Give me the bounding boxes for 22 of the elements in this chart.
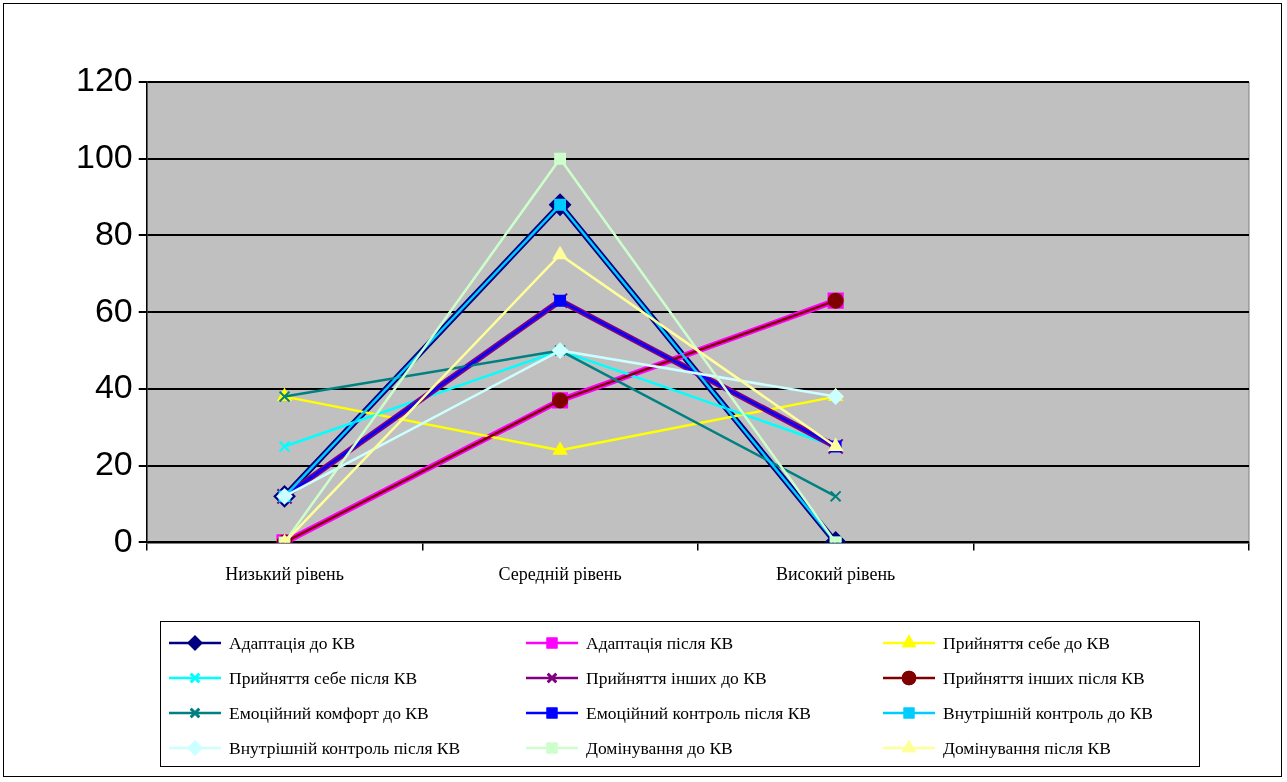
y-tick-label: 100 — [75, 137, 133, 176]
legend-label: Прийняття інших після КВ — [943, 667, 1145, 689]
x-tick-label: Низький рівень — [225, 563, 344, 584]
x-tick-label: Середній рівень — [498, 563, 622, 584]
y-tick-label: 60 — [94, 290, 133, 329]
legend-label: Прийняття інших до КВ — [586, 667, 767, 689]
y-tick-label: 0 — [113, 520, 133, 559]
legend-label: Прийняття себе після КВ — [229, 667, 418, 689]
y-tick-label: 80 — [94, 213, 133, 252]
legend-label: Прийняття себе до КВ — [943, 632, 1110, 654]
x-tick-label: Високий рівень — [775, 563, 896, 584]
legend-label: Домінування після КВ — [943, 737, 1111, 759]
y-tick-label: 120 — [75, 60, 133, 99]
y-tick-label: 40 — [94, 367, 133, 406]
legend-label: Адаптація до КВ — [229, 632, 356, 654]
legend-label: Емоційний контроль після КВ — [586, 702, 812, 724]
legend-label: Внутрішній контроль до КВ — [943, 702, 1154, 724]
legend-label: Внутрішній контроль після КВ — [229, 737, 461, 759]
legend-label: Домінування до КВ — [586, 737, 733, 759]
y-tick-label: 20 — [94, 444, 133, 483]
legend-label: Емоційний комфорт до КВ — [229, 702, 429, 724]
legend-label: Адаптація після КВ — [586, 632, 734, 654]
